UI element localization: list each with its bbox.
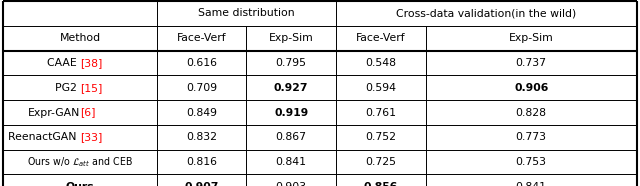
Text: Face-Verf: Face-Verf	[356, 33, 406, 43]
Text: 0.709: 0.709	[186, 83, 217, 93]
Text: 0.548: 0.548	[365, 58, 396, 68]
Text: Ours w/o $\mathcal{L}_{att}$ and CEB: Ours w/o $\mathcal{L}_{att}$ and CEB	[27, 155, 133, 169]
Text: [6]: [6]	[80, 108, 95, 118]
Text: [38]: [38]	[80, 58, 102, 68]
Text: 0.841: 0.841	[276, 157, 307, 167]
Text: 0.773: 0.773	[516, 132, 547, 142]
Text: Exp-Sim: Exp-Sim	[269, 33, 314, 43]
Text: 0.856: 0.856	[364, 182, 398, 186]
Text: Method: Method	[60, 33, 100, 43]
Text: ReenactGAN: ReenactGAN	[8, 132, 80, 142]
Text: 0.849: 0.849	[186, 108, 217, 118]
Text: CAAE: CAAE	[47, 58, 80, 68]
Text: [15]: [15]	[80, 83, 102, 93]
Text: 0.752: 0.752	[365, 132, 396, 142]
Text: PG2: PG2	[54, 83, 80, 93]
Text: Cross-data validation(in the wild): Cross-data validation(in the wild)	[396, 8, 577, 18]
Text: 0.795: 0.795	[276, 58, 307, 68]
Text: 0.816: 0.816	[186, 157, 217, 167]
Text: 0.761: 0.761	[365, 108, 396, 118]
Text: Ours: Ours	[66, 182, 94, 186]
Text: Expr-GAN: Expr-GAN	[28, 108, 80, 118]
Text: Face-Verf: Face-Verf	[177, 33, 227, 43]
Text: 0.737: 0.737	[516, 58, 547, 68]
Text: 0.906: 0.906	[514, 83, 548, 93]
Text: 0.832: 0.832	[186, 132, 217, 142]
Text: 0.725: 0.725	[365, 157, 396, 167]
Text: [33]: [33]	[80, 132, 102, 142]
Text: 0.841: 0.841	[516, 182, 547, 186]
Text: 0.903: 0.903	[276, 182, 307, 186]
Text: 0.594: 0.594	[365, 83, 396, 93]
Text: 0.616: 0.616	[186, 58, 217, 68]
Text: 0.753: 0.753	[516, 157, 547, 167]
Text: Same distribution: Same distribution	[198, 8, 294, 18]
Text: 0.867: 0.867	[276, 132, 307, 142]
Text: 0.907: 0.907	[184, 182, 219, 186]
Text: Exp-Sim: Exp-Sim	[509, 33, 554, 43]
Text: 0.927: 0.927	[274, 83, 308, 93]
Text: 0.919: 0.919	[274, 108, 308, 118]
Text: 0.828: 0.828	[516, 108, 547, 118]
